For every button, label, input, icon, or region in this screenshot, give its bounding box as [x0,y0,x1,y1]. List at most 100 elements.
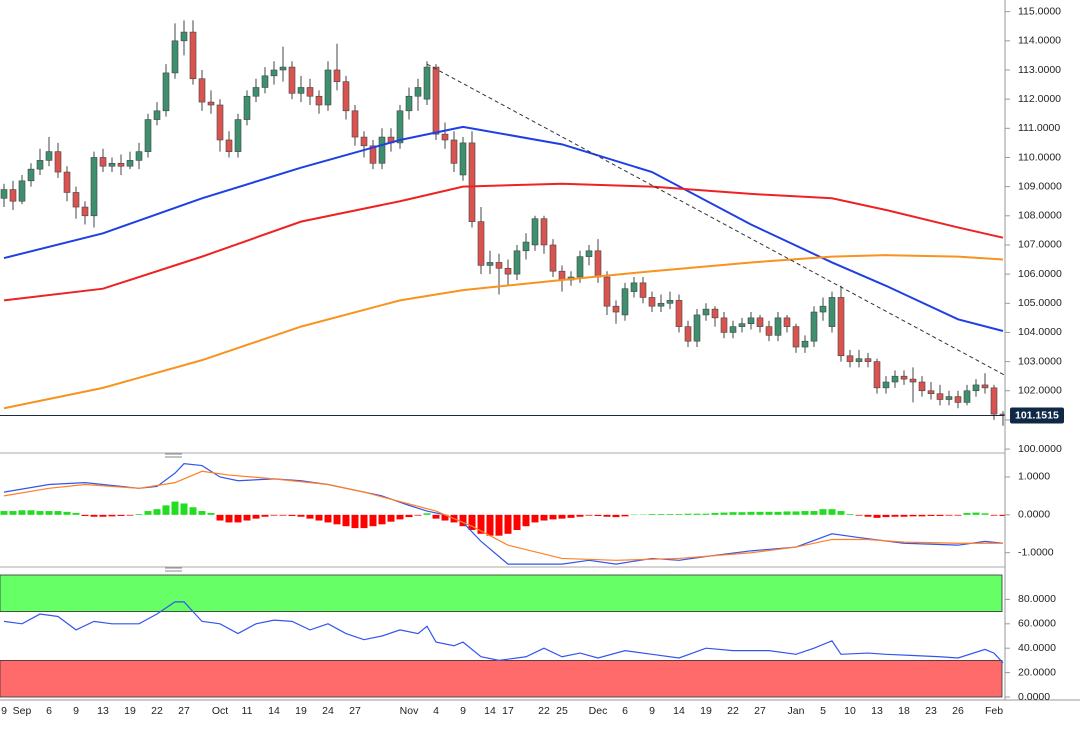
candle-body [801,340,809,348]
candle-body [360,136,368,147]
candle-body [774,317,782,336]
candle-body [963,390,971,403]
candle-body [900,375,908,380]
candle-body [927,390,935,394]
y-tick-label: 108.0000 [1018,210,1062,222]
histogram-bar [324,514,332,523]
histogram-bar [279,514,287,516]
histogram-bar [999,514,1007,516]
candle-body [621,288,629,316]
trendline [426,63,1013,380]
y-tick-label: 103.0000 [1018,355,1062,367]
candle-body [513,250,521,275]
x-tick-label: 22 [538,705,550,717]
histogram-bar [72,512,80,515]
histogram-bar [270,514,278,516]
x-tick-label: 19 [295,705,307,717]
candle-body [540,218,548,246]
candle-body [9,189,17,202]
candle-body [954,396,962,403]
candle-body [936,393,944,400]
y-tick-label: 106.0000 [1018,268,1062,280]
x-tick-label: 9 [460,705,466,717]
y-tick-label: 40.0000 [1018,642,1056,654]
candle-body [864,358,872,362]
candle-body [819,305,827,313]
histogram-bar [387,514,395,522]
candle-body [90,157,98,217]
candle-body [270,69,278,77]
histogram-bar [243,514,251,521]
zone [0,574,1003,612]
candle-body [648,297,656,307]
candle-body [756,317,764,327]
histogram-bar [45,511,53,515]
histogram-bar [459,514,467,527]
candle-body [369,145,377,164]
zone [0,660,1003,698]
candle-body [855,358,863,362]
histogram-bar [198,511,206,515]
histogram-bar [126,514,134,516]
candle-body [288,66,296,94]
histogram-bar [486,514,494,536]
candle-body [351,110,359,138]
histogram-bar [837,511,845,515]
candle-body [18,180,26,202]
histogram-bar [846,514,854,515]
histogram-bar [261,514,269,517]
histogram-bar [225,514,233,523]
line [3,601,1004,664]
candle-body [441,133,449,141]
histogram-bar [162,505,170,515]
x-tick-label: 9 [1,705,7,717]
candle-body [378,136,386,164]
candle-body [504,267,512,275]
y-tick-label: 114.0000 [1018,35,1061,47]
line [3,125,1004,332]
candle-body [837,297,845,357]
candle-body [414,87,422,97]
histogram-bar [594,514,602,516]
histogram-bar [81,514,89,516]
candle-body [828,297,836,327]
histogram-bar [549,514,557,520]
histogram-bar [315,514,323,521]
candle-body [432,66,440,135]
histogram-bar [783,511,791,515]
candle-body [315,95,323,106]
histogram-bar [621,514,629,517]
histogram-bar [954,514,962,516]
candle-body [342,81,350,112]
histogram-bar [504,514,512,534]
candle-body [981,384,989,389]
candle-body [144,119,152,152]
histogram-bar [99,514,107,517]
histogram-bar [234,514,242,523]
candle-body [36,160,44,170]
y-tick-label: 20.0000 [1018,666,1056,678]
y-tick-label: 105.0000 [1018,297,1062,309]
axis-area [1005,0,1080,732]
histogram-bar [540,514,548,521]
candle-body [909,378,917,383]
histogram-bar [864,514,872,517]
histogram-bar [765,511,773,515]
axis-labels: 9 Sep 6 9 13 19 22 27 Oct 11 14 19 24 27 Nov 4 9 14 17 22 25… [1,5,1064,717]
candle-body [189,31,197,80]
candle-body [459,142,467,176]
histogram-bar [882,514,890,518]
x-tick-label: Feb [985,705,1003,717]
candle-body [45,151,53,161]
histogram-bar [900,514,908,517]
candle-body [990,387,998,415]
histogram-bar [918,514,926,517]
candle-body [279,66,287,71]
histogram-bar [981,513,989,515]
histogram-bar [729,512,737,515]
histogram-bar [738,512,746,515]
x-tick-label: 13 [871,705,883,717]
histogram-bar [711,512,719,515]
candle-body [495,262,503,269]
